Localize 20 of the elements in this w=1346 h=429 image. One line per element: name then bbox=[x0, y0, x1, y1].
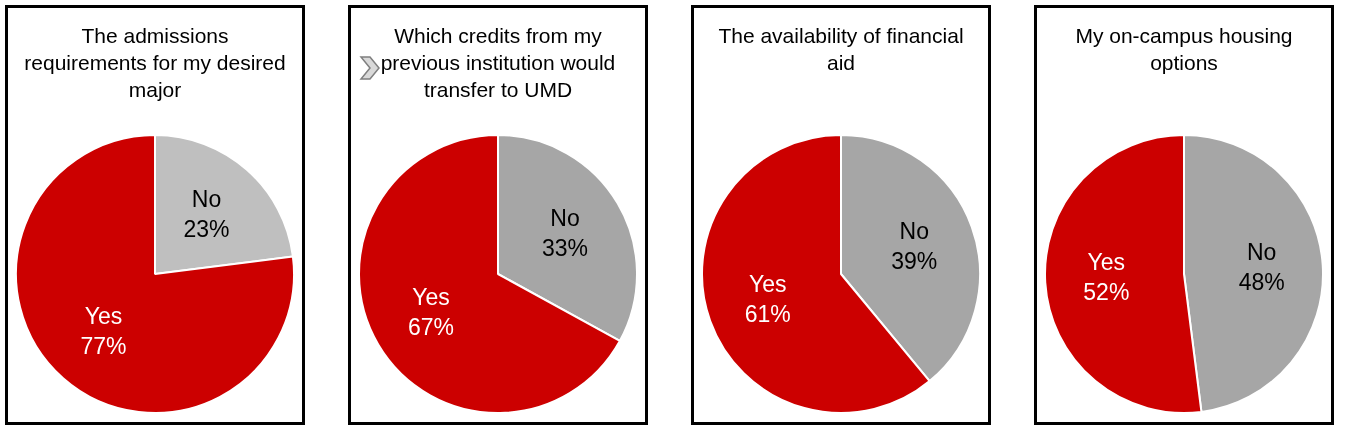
chart-title: The admissions requirements for my desired major bbox=[23, 23, 287, 103]
slice-label: No bbox=[191, 185, 222, 212]
data-label: 61% bbox=[744, 300, 791, 327]
chart-title: The availability of financial aid bbox=[717, 23, 965, 76]
chart-title: Which credits from my previous institution would transfer to UMD bbox=[379, 23, 617, 103]
data-label: 52% bbox=[1083, 279, 1130, 306]
slice-label: No bbox=[550, 204, 580, 231]
slice-label: Yes bbox=[749, 270, 787, 297]
data-label: 39% bbox=[891, 247, 938, 274]
slice-label: Yes bbox=[84, 302, 123, 329]
data-label: 77% bbox=[80, 332, 127, 359]
data-label: 33% bbox=[541, 234, 589, 261]
data-label: 67% bbox=[407, 313, 455, 340]
slice-label: No bbox=[1246, 239, 1277, 266]
data-label: 48% bbox=[1238, 269, 1285, 296]
data-label: 23% bbox=[183, 215, 230, 242]
slice-label: Yes bbox=[412, 283, 450, 310]
slice-label: Yes bbox=[1087, 249, 1126, 276]
chart-title: My on-campus housing options bbox=[1074, 23, 1294, 76]
slice-label: No bbox=[899, 217, 929, 244]
